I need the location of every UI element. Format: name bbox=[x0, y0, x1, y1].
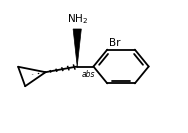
Text: NH$_2$: NH$_2$ bbox=[67, 12, 88, 26]
Text: Br: Br bbox=[109, 38, 120, 48]
Text: abs: abs bbox=[82, 70, 95, 79]
Polygon shape bbox=[73, 29, 81, 66]
